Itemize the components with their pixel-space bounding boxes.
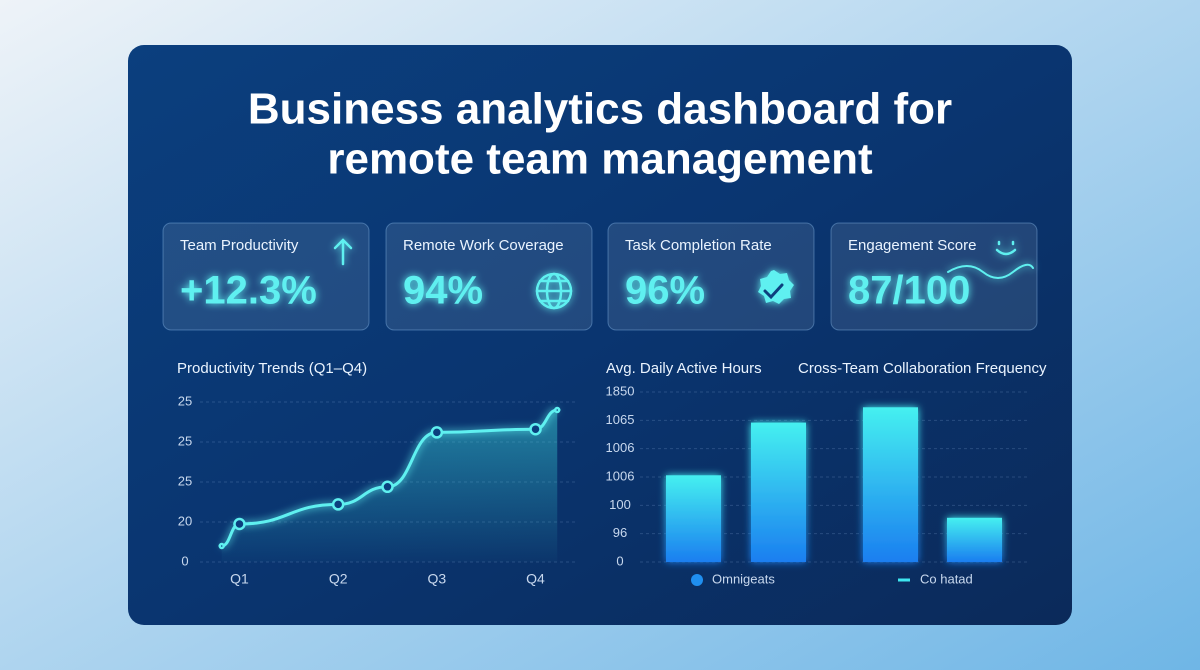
arrow-icon bbox=[333, 238, 353, 266]
kpi-value: 96% bbox=[625, 269, 705, 313]
y-tick-label: 25 bbox=[178, 393, 192, 408]
y-tick-label: 25 bbox=[178, 433, 192, 448]
icons bbox=[333, 238, 1034, 310]
x-tick-label: Q1 bbox=[230, 571, 249, 587]
x-tick-label: Q4 bbox=[526, 571, 545, 587]
y-tick-label: 25 bbox=[178, 473, 192, 488]
y-tick-label: 0 bbox=[181, 553, 188, 568]
point bbox=[218, 542, 225, 550]
y-tick-label: 1006 bbox=[606, 468, 635, 483]
title: remote team management bbox=[327, 135, 873, 184]
check-icon bbox=[763, 283, 784, 300]
y-tick-label: 0 bbox=[616, 553, 623, 568]
kpi-value: 87/100 bbox=[848, 269, 970, 313]
bar bbox=[863, 407, 918, 562]
point bbox=[233, 517, 246, 531]
chart-title: Productivity Trends (Q1–Q4) bbox=[177, 360, 367, 377]
point bbox=[381, 480, 394, 494]
y-tick-label: 1065 bbox=[606, 412, 635, 427]
legend-label: Omnigeats bbox=[712, 571, 775, 586]
y-tick-label: 96 bbox=[613, 525, 627, 540]
kpi-card bbox=[830, 222, 1038, 331]
kpi-label: Engagement Score bbox=[848, 237, 976, 254]
point bbox=[529, 422, 542, 436]
y-tick-label: 100 bbox=[609, 497, 631, 512]
globe-icon bbox=[535, 272, 573, 310]
charts: Productivity Trends (Q1–Q4) 25 25 25 20 0 Q1 Q2… bbox=[177, 360, 1047, 587]
panel bbox=[128, 45, 1072, 625]
badge-icon bbox=[758, 270, 794, 304]
wave-icon bbox=[947, 263, 1034, 279]
title: Business analytics dashboard for bbox=[248, 85, 952, 134]
kpi-label: Remote Work Coverage bbox=[403, 237, 564, 254]
x-tick-label: Q2 bbox=[329, 571, 348, 587]
y-tick-label: 20 bbox=[178, 513, 192, 528]
kpi-label: Task Completion Rate bbox=[625, 237, 772, 254]
kpi-value: +12.3% bbox=[180, 269, 317, 313]
legend-swatch bbox=[691, 574, 703, 586]
point bbox=[331, 498, 345, 511]
kpi-value: 94% bbox=[403, 269, 483, 313]
legend-label: Co hatad bbox=[920, 571, 973, 586]
y-tick-label: 1006 bbox=[606, 440, 635, 455]
smiley-icon bbox=[995, 240, 1017, 256]
y-tick-label: 1850 bbox=[606, 383, 635, 398]
kpi-label: Team Productivity bbox=[180, 237, 299, 254]
bar bbox=[947, 517, 1002, 562]
chart-title: Avg. Daily Active Hours bbox=[606, 360, 762, 377]
bar bbox=[751, 422, 806, 562]
point bbox=[430, 426, 444, 439]
chart-subtitle: Cross-Team Collaboration Frequency bbox=[798, 360, 1047, 377]
point bbox=[553, 406, 561, 414]
bar bbox=[666, 475, 721, 562]
kpi-card bbox=[607, 222, 815, 331]
x-tick-label: Q3 bbox=[427, 571, 446, 587]
line-area bbox=[221, 410, 558, 562]
kpi-card bbox=[162, 222, 370, 331]
